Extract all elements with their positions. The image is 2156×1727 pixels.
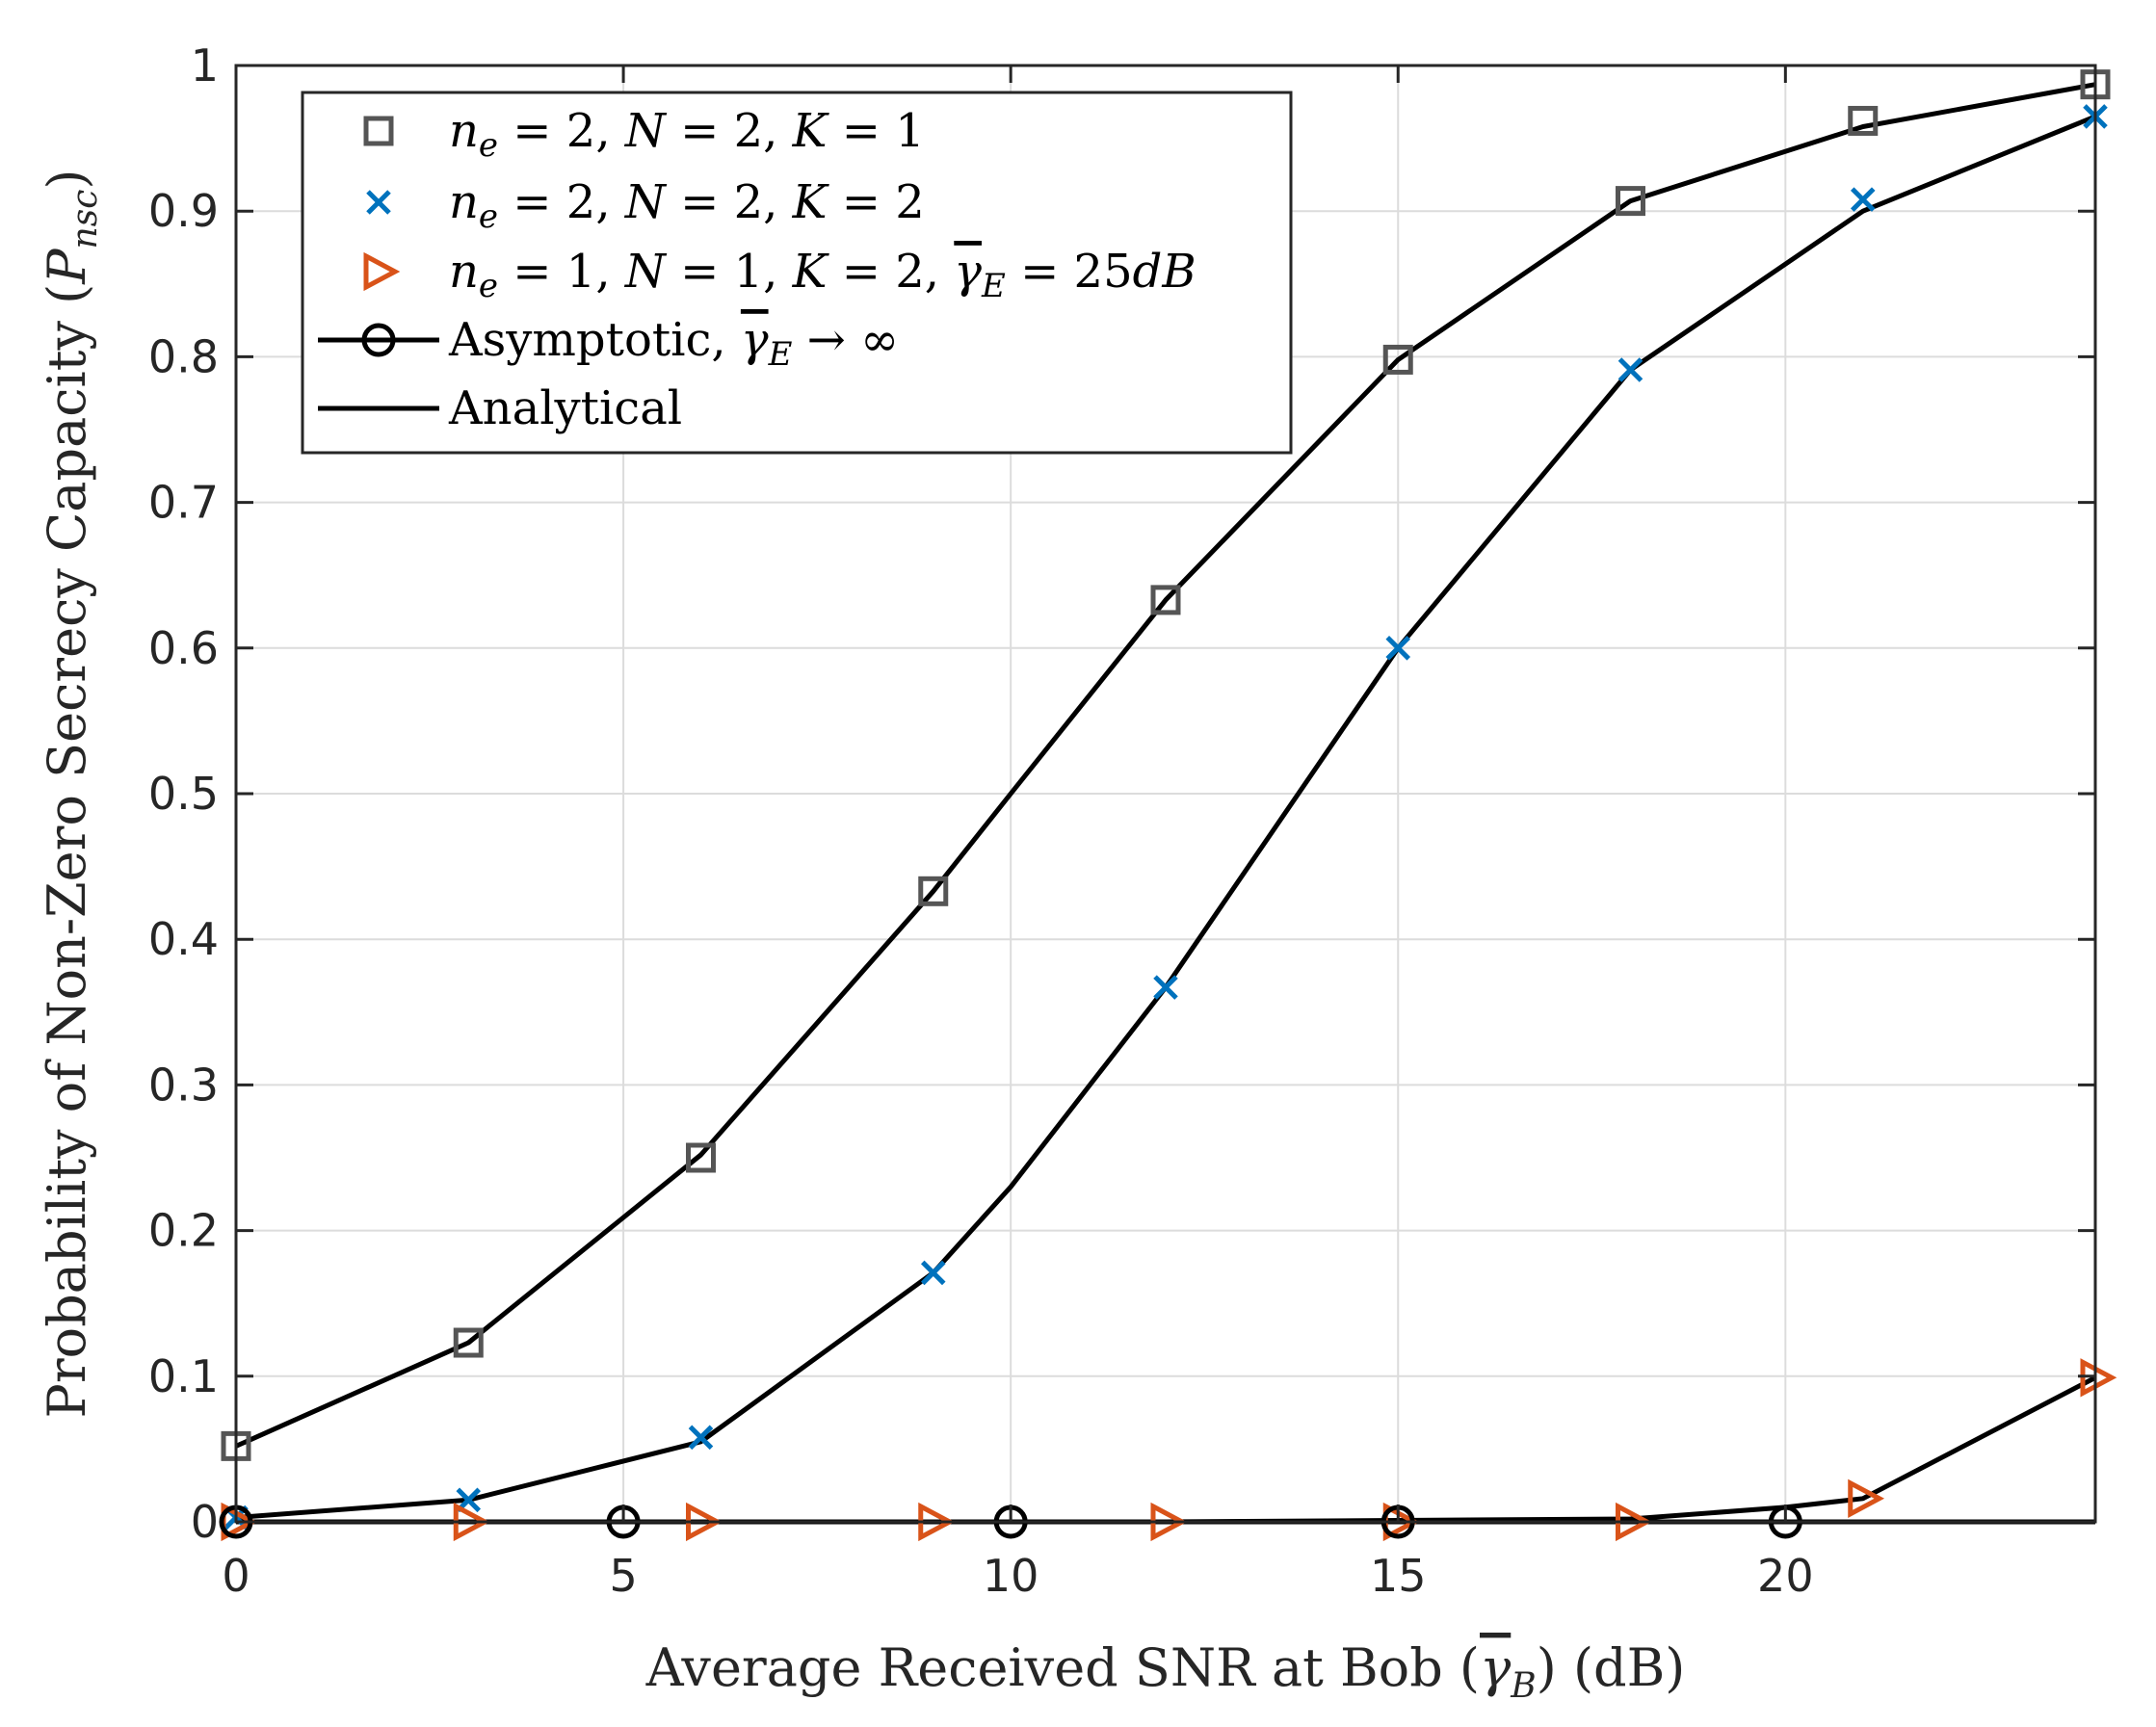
- marker-k1: [686, 1142, 716, 1173]
- y-tick-label: 0.8: [148, 330, 219, 382]
- marker-k1: [1616, 186, 1645, 217]
- marker-k2: [688, 1425, 714, 1451]
- y-tick-label: 0.9: [148, 185, 219, 237]
- legend-text-part: = 2,: [666, 104, 793, 158]
- marker-k1: [918, 876, 949, 906]
- y-tick-label: 1: [191, 39, 219, 92]
- marker-k2: [1153, 975, 1178, 1000]
- marker-k1: [1382, 344, 1413, 375]
- y-axis-title: Probability of Non-Zero Secrecy Capacity…: [37, 170, 105, 1419]
- legend-symbol: n: [449, 245, 479, 299]
- analytical-K2-line: [235, 114, 2096, 1520]
- legend-marker-sample: [361, 323, 396, 357]
- legend-symbol: γ: [954, 245, 982, 299]
- legend-symbol: K: [792, 245, 830, 299]
- x-tick-label: 20: [1757, 1550, 1814, 1602]
- y-tick-label: 0.1: [148, 1350, 219, 1402]
- legend-subscript: e: [479, 267, 498, 305]
- legend-entry-2: ne = 2, N = 2, K = 2: [366, 175, 925, 236]
- x-axis-title-before: Average Received SNR at Bob (: [645, 1637, 1480, 1698]
- x-tick-label: 10: [983, 1550, 1039, 1602]
- y-tick-label: 0.7: [148, 477, 219, 529]
- legend-symbol: K: [792, 175, 830, 229]
- marker-k1: [453, 1327, 484, 1358]
- marker-k2: [1385, 636, 1411, 661]
- legend-symbol: N: [624, 175, 668, 229]
- legend-text-part: → ∞: [792, 313, 899, 367]
- legend-text-part: = 2,: [498, 175, 625, 229]
- legend-symbol: γ: [741, 313, 769, 367]
- marker-k2: [920, 1260, 946, 1286]
- y-tick-label: 0.2: [148, 1205, 219, 1257]
- legend-entry-1: ne = 2, N = 2, K = 1: [363, 104, 925, 165]
- legend-subscript: e: [479, 126, 498, 165]
- y-tick-label: 0.4: [148, 913, 219, 965]
- legend-text-part: = 2,: [828, 245, 955, 299]
- legend-subscript: E: [981, 267, 1006, 305]
- legend-marker-sample: [363, 251, 401, 292]
- legend-text-part: = 25: [1006, 245, 1133, 299]
- x-axis-title-subscript: B: [1510, 1666, 1536, 1706]
- legend-entry-5: Analytical: [318, 381, 682, 435]
- marker-k1: [1848, 105, 1879, 136]
- legend-symbol: K: [792, 104, 830, 158]
- y-tick-label: 0.6: [148, 622, 219, 674]
- legend-label: ne = 2, N = 2, K = 1: [449, 104, 925, 165]
- axis-ticks: 0 5 10 15 20 0 0.1 0.2 0.3 0.4 0.5 0.6 0.7 0.8 0.9 1: [148, 39, 2095, 1602]
- x-tick-label: 5: [609, 1550, 637, 1602]
- legend-box: [301, 91, 1293, 455]
- legend-symbol: n: [449, 104, 479, 158]
- legend-text-part: = 1,: [498, 245, 625, 299]
- legend-subscript: E: [768, 335, 793, 374]
- marker-eve: [1848, 1478, 1885, 1518]
- legend-label: ne = 2, N = 2, K = 2: [449, 175, 925, 236]
- legend-symbol: n: [449, 175, 479, 229]
- marker-k1: [1150, 585, 1181, 615]
- legend-text-part: = 1: [828, 104, 925, 158]
- y-tick-label: 0.3: [148, 1059, 219, 1111]
- legend: ne = 2, N = 2, K = 1ne = 2, N = 2, K = 2…: [301, 91, 1293, 455]
- x-axis-title-symbol: γ: [1480, 1637, 1512, 1698]
- x-tick-label: 0: [222, 1550, 250, 1602]
- x-axis-title-after: ) (dB): [1537, 1637, 1686, 1698]
- y-tick-label: 0: [191, 1496, 219, 1548]
- legend-text-part: = 2,: [666, 175, 793, 229]
- legend-marker-sample: [366, 190, 391, 215]
- marker-k2: [1617, 357, 1643, 382]
- legend-label: ne = 1, N = 1, K = 2, γE = 25dB: [449, 245, 1196, 305]
- legend-symbol: dB: [1133, 245, 1196, 299]
- legend-entry-3: ne = 1, N = 1, K = 2, γE = 25dB: [363, 245, 1196, 305]
- y-axis-title-before: Probability of Non-Zero Secrecy Capacity…: [37, 284, 97, 1419]
- legend-symbol: N: [624, 245, 668, 299]
- y-axis-title-symbol: P: [37, 248, 97, 285]
- legend-label: Analytical: [448, 381, 682, 435]
- legend-subscript: e: [479, 197, 498, 236]
- legend-text-part: = 2: [828, 175, 925, 229]
- x-tick-label: 15: [1370, 1550, 1427, 1602]
- legend-entry-4: Asymptotic, γE → ∞: [318, 313, 899, 374]
- analytical-K1-line: [234, 82, 2096, 1449]
- legend-text-part: = 2,: [498, 104, 625, 158]
- marker-eve: [2080, 1358, 2117, 1398]
- legend-text-part: Asymptotic,: [448, 313, 741, 367]
- y-axis-title-after: ): [37, 170, 97, 190]
- legend-marker-sample: [363, 116, 394, 146]
- legend-label: Asymptotic, γE → ∞: [448, 313, 899, 374]
- x-axis-title: Average Received SNR at Bob (γB) (dB): [645, 1637, 1686, 1706]
- legend-text-part: Analytical: [448, 381, 682, 435]
- legend-symbol: N: [624, 104, 668, 158]
- y-tick-label: 0.5: [148, 768, 219, 820]
- marker-k2: [1850, 187, 1876, 212]
- legend-text-part: = 1,: [666, 245, 793, 299]
- y-axis-title-subscript: nsc: [66, 190, 105, 249]
